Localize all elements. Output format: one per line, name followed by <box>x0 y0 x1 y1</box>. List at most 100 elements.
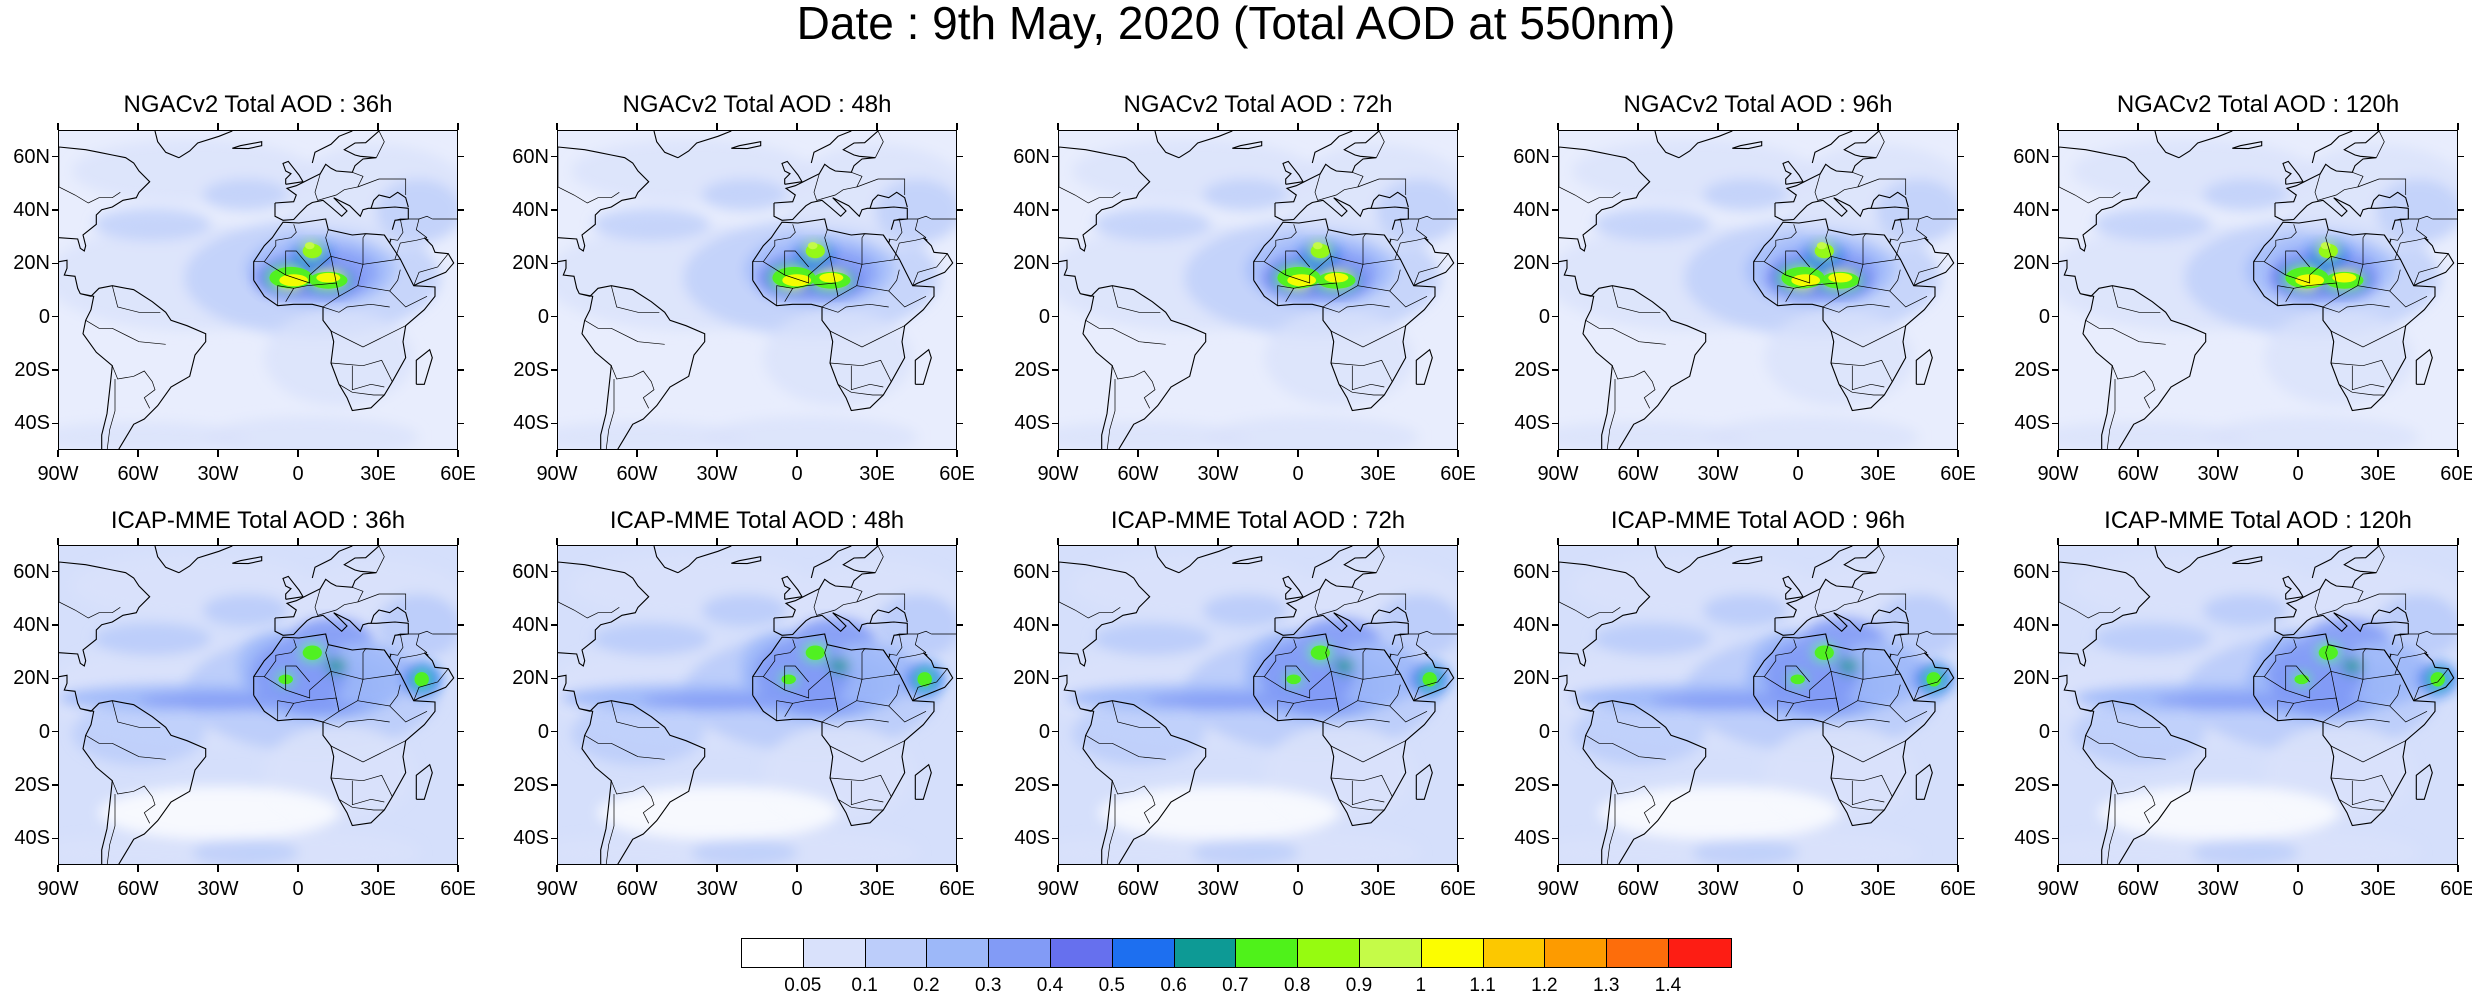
colorbar-label: 0.3 <box>974 975 1002 996</box>
map-panel <box>58 130 458 450</box>
lon-tick-label: 30W <box>696 878 738 900</box>
map-panel <box>58 545 458 865</box>
lon-tick <box>2377 538 2379 545</box>
lon-tick <box>1457 538 1459 545</box>
map-panel <box>557 545 957 865</box>
lat-tick <box>1458 624 1464 626</box>
lat-tick <box>52 570 58 573</box>
lon-tick <box>1717 538 1719 545</box>
lon-tick <box>1057 450 1059 457</box>
lon-tick <box>956 865 958 872</box>
lat-tick-label: 20S <box>2014 359 2050 381</box>
lon-tick-label: 30E <box>859 463 895 485</box>
lat-tick <box>2052 262 2058 265</box>
lat-tick <box>1052 730 1058 733</box>
map-panel <box>1058 545 1458 865</box>
lat-tick <box>1458 677 1464 680</box>
lat-tick-label: 40S <box>513 412 549 435</box>
lon-tick-label: 90W <box>37 463 79 485</box>
lat-tick <box>2458 624 2464 626</box>
lat-tick-label: 40S <box>14 827 50 850</box>
lat-tick-label: 60N <box>1513 560 1550 583</box>
lon-tick <box>1557 538 1559 545</box>
lat-tick-label: 20N <box>512 252 549 275</box>
lon-tick <box>556 538 558 545</box>
lat-tick <box>458 624 464 626</box>
lon-tick <box>57 865 59 872</box>
lon-tick <box>1557 450 1559 457</box>
lat-tick-label: 0 <box>38 720 50 743</box>
lon-tick <box>2457 538 2459 545</box>
lat-tick <box>957 422 963 425</box>
colorbar-swatch <box>989 939 1051 967</box>
lon-tick <box>2217 450 2219 457</box>
lon-tick <box>1057 538 1059 545</box>
lat-tick <box>2458 315 2464 318</box>
lat-tick-label: 40N <box>1513 199 1550 221</box>
lat-tick <box>52 209 58 211</box>
lat-tick-label: 0 <box>1538 720 1550 743</box>
lon-tick <box>1797 865 1799 872</box>
lon-tick-label: 90W <box>536 878 578 900</box>
lon-tick-label: 30E <box>1860 463 1896 485</box>
lon-tick <box>1637 450 1639 457</box>
lat-tick <box>1552 315 1558 318</box>
lat-tick-label: 20N <box>13 667 50 690</box>
lon-tick <box>217 538 219 545</box>
lat-tick <box>551 784 557 786</box>
lon-tick <box>956 450 958 457</box>
lon-tick <box>1877 538 1879 545</box>
map-panel <box>1558 545 1958 865</box>
lat-tick <box>2458 784 2464 786</box>
lat-tick <box>2052 784 2058 786</box>
lat-tick <box>52 422 58 425</box>
lon-tick <box>1377 538 1379 545</box>
colorbar-label: 0.9 <box>1345 975 1373 996</box>
lat-tick-label: 60N <box>13 145 50 168</box>
lat-tick-label: 40S <box>1014 412 1050 435</box>
colorbar-swatch <box>1236 939 1299 967</box>
lon-tick <box>796 538 798 545</box>
lon-tick-label: 90W <box>1037 463 1079 485</box>
main-title: Date : 9th May, 2020 (Total AOD at 550nm… <box>796 0 1676 49</box>
lon-tick <box>2137 450 2139 457</box>
lat-tick <box>458 837 464 840</box>
lon-tick <box>1377 865 1379 872</box>
lon-tick <box>1717 450 1719 457</box>
lat-tick-label: 20S <box>1014 359 1050 381</box>
lon-tick <box>1217 538 1219 545</box>
lon-tick-label: 0 <box>2292 878 2304 900</box>
lat-tick-label: 60N <box>2013 560 2050 583</box>
lat-tick-label: 40S <box>2014 412 2050 435</box>
lon-tick <box>377 865 379 872</box>
lon-tick-label: 60E <box>939 878 975 900</box>
lat-tick <box>551 837 557 840</box>
lon-tick <box>2057 865 2059 872</box>
lat-tick-label: 40N <box>2013 199 2050 221</box>
colorbar-label: 0.6 <box>1160 975 1187 996</box>
lon-tick <box>636 450 638 457</box>
lat-tick-label: 20N <box>2013 252 2050 275</box>
lat-tick <box>2052 422 2058 425</box>
lon-tick-label: 30E <box>2360 463 2396 485</box>
lat-tick-label: 20S <box>14 774 50 796</box>
lon-tick-label: 30E <box>360 463 396 485</box>
lat-tick-label: 0 <box>1538 305 1550 328</box>
lon-tick <box>716 865 718 872</box>
lat-tick <box>1958 315 1964 318</box>
lon-tick <box>1637 123 1639 130</box>
lat-tick-label: 40S <box>1514 827 1550 850</box>
lat-tick-label: 20N <box>512 667 549 690</box>
lon-tick <box>1137 865 1139 872</box>
panel-title: NGACv2 Total AOD : 36h <box>123 91 393 118</box>
lat-tick <box>551 155 557 158</box>
lon-tick <box>1637 538 1639 545</box>
lat-tick <box>2458 209 2464 211</box>
lon-tick <box>1217 450 1219 457</box>
lat-tick-label: 40N <box>1513 614 1550 636</box>
lat-tick <box>2458 677 2464 680</box>
lat-tick-label: 40N <box>512 199 549 221</box>
lon-tick-label: 0 <box>1292 878 1304 900</box>
lat-tick <box>2052 209 2058 211</box>
